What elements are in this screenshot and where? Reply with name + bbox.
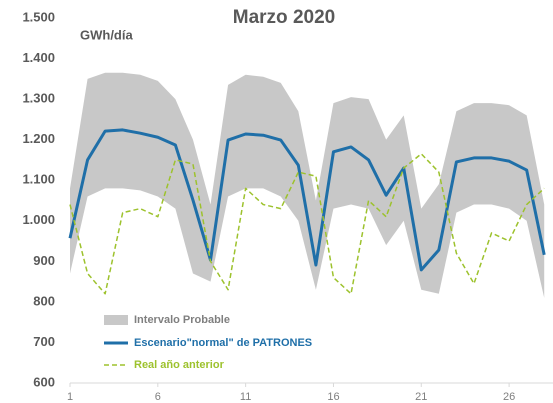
- x-tick-label: 21: [415, 391, 427, 403]
- x-tick-label: 16: [327, 391, 339, 403]
- y-tick-label: 1.200: [22, 131, 55, 146]
- x-tick-label: 1: [67, 391, 73, 403]
- series-line: [68, 128, 546, 272]
- y-tick-label: 800: [33, 293, 55, 308]
- y-tick-label: 1.300: [22, 91, 55, 106]
- x-tick-label: 11: [240, 391, 251, 403]
- x-tick-label: 26: [503, 391, 515, 403]
- legend-label: Real año anterior: [134, 359, 225, 371]
- legend-swatch: [104, 315, 128, 325]
- series-line: [69, 153, 545, 295]
- y-tick-label: 1.500: [22, 9, 55, 24]
- y-tick-label: 1.000: [22, 212, 55, 227]
- y-tick-label: 600: [33, 374, 55, 389]
- y-tick-label: 1.400: [22, 50, 55, 65]
- chart-title: Marzo 2020: [233, 7, 335, 28]
- y-tick-label: 1.100: [22, 172, 55, 187]
- y-tick-label: 900: [33, 253, 55, 268]
- y-axis-label: GWh/día: [80, 27, 133, 42]
- interval-band: [70, 72, 545, 298]
- x-tick-label: 6: [155, 391, 161, 403]
- legend-label: Intervalo Probable: [134, 314, 230, 326]
- legend-label: Escenario"normal" de PATRONES: [134, 337, 312, 349]
- y-tick-label: 700: [33, 334, 55, 349]
